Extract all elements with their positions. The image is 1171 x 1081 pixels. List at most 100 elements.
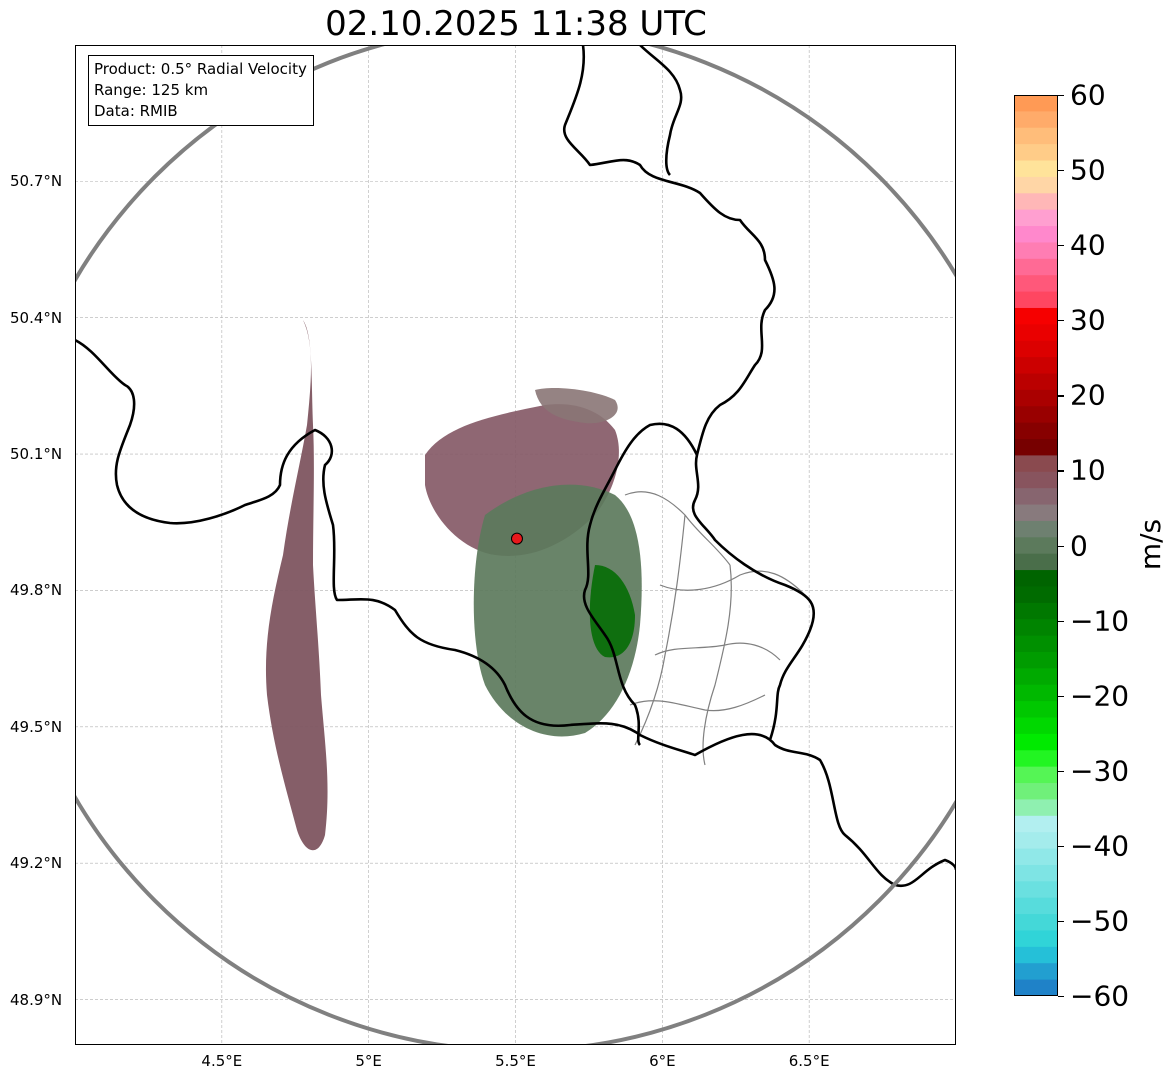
colorbar-segment-24 <box>1014 488 1058 506</box>
colorbar <box>1014 95 1058 996</box>
info-data-source: Data: RMIB <box>94 102 178 120</box>
radar-site-marker <box>510 532 523 545</box>
colorbar-tick-mark-0 <box>1058 95 1064 97</box>
colorbar-segment-40 <box>1014 750 1058 768</box>
colorbar-tick-label-3: 30 <box>1070 303 1106 337</box>
colorbar-segment-3 <box>1014 144 1058 162</box>
lat-tick-label-4: 49.5°N <box>10 717 63 736</box>
colorbar-tick-mark-2 <box>1058 245 1064 247</box>
colorbar-units-label: m/s <box>1134 518 1168 570</box>
colorbar-segment-50 <box>1014 914 1058 932</box>
colorbar-segment-22 <box>1014 455 1058 473</box>
colorbar-segment-0 <box>1014 95 1058 112</box>
colorbar-tick-label-2: 40 <box>1070 228 1106 262</box>
colorbar-segment-34 <box>1014 651 1058 669</box>
colorbar-tick-mark-4 <box>1058 395 1064 397</box>
lon-tick-label-2: 5.5°E <box>495 1052 536 1070</box>
colorbar-segment-27 <box>1014 537 1058 555</box>
colorbar-segment-6 <box>1014 193 1058 211</box>
colorbar-tick-mark-8 <box>1058 695 1064 697</box>
lat-tick-label-3: 49.8°N <box>10 581 63 600</box>
colorbar-tick-label-8: −20 <box>1070 679 1130 713</box>
colorbar-segment-11 <box>1014 275 1058 293</box>
colorbar-segment-12 <box>1014 291 1058 309</box>
colorbar-segment-4 <box>1014 160 1058 178</box>
colorbar-segment-45 <box>1014 832 1058 850</box>
colorbar-segment-14 <box>1014 324 1058 342</box>
colorbar-tick-mark-9 <box>1058 770 1064 772</box>
colorbar-segment-38 <box>1014 717 1058 735</box>
admin-borders <box>624 491 806 766</box>
colorbar-segment-54 <box>1014 979 1058 996</box>
colorbar-segment-5 <box>1014 176 1058 194</box>
lon-tick-label-3: 6°E <box>649 1052 676 1070</box>
colorbar-tick-label-5: 10 <box>1070 453 1106 487</box>
colorbar-segment-25 <box>1014 504 1058 522</box>
colorbar-tick-label-9: −30 <box>1070 754 1130 788</box>
colorbar-segment-10 <box>1014 258 1058 276</box>
colorbar-segment-21 <box>1014 439 1058 456</box>
colorbar-tick-label-10: −40 <box>1070 829 1130 863</box>
radar-map <box>75 45 956 1045</box>
lon-tick-label-1: 5°E <box>355 1052 382 1070</box>
colorbar-tick-label-7: −10 <box>1070 604 1130 638</box>
colorbar-segment-53 <box>1014 963 1058 981</box>
colorbar-segment-48 <box>1014 881 1058 899</box>
colorbar-segment-41 <box>1014 766 1058 784</box>
colorbar-tick-mark-7 <box>1058 620 1064 622</box>
colorbar-segment-37 <box>1014 701 1058 719</box>
colorbar-tick-mark-10 <box>1058 845 1064 848</box>
lat-tick-label-5: 49.2°N <box>10 854 63 873</box>
colorbar-segment-2 <box>1014 127 1058 145</box>
colorbar-segment-29 <box>1014 570 1058 588</box>
colorbar-segment-35 <box>1014 668 1058 686</box>
colorbar-segment-43 <box>1014 799 1058 817</box>
colorbar-segment-39 <box>1014 733 1058 751</box>
info-product: Product: 0.5° Radial Velocity <box>94 60 307 78</box>
colorbar-tick-label-11: −50 <box>1070 904 1130 938</box>
lat-tick-label-0: 50.7°N <box>10 172 63 191</box>
colorbar-segment-26 <box>1014 520 1058 538</box>
colorbar-tick-label-12: −60 <box>1070 979 1130 1013</box>
country-borders <box>75 45 956 888</box>
colorbar-tick-label-6: 0 <box>1070 529 1088 562</box>
colorbar-segment-8 <box>1014 226 1058 244</box>
lat-tick-label-1: 50.4°N <box>10 308 63 327</box>
colorbar-segment-23 <box>1014 471 1058 489</box>
colorbar-segment-33 <box>1014 635 1058 653</box>
colorbar-tick-label-4: 20 <box>1070 378 1106 412</box>
colorbar-segment-1 <box>1014 111 1058 129</box>
colorbar-frame <box>1014 95 1058 996</box>
colorbar-tick-label-0: 60 <box>1070 78 1106 112</box>
colorbar-segment-13 <box>1014 307 1058 325</box>
colorbar-segment-30 <box>1014 586 1058 604</box>
lon-tick-label-4: 6.5°E <box>788 1052 830 1070</box>
colorbar-segment-42 <box>1014 783 1058 801</box>
colorbar-segment-20 <box>1014 422 1058 440</box>
colorbar-segment-9 <box>1014 242 1058 260</box>
colorbar-tick-mark-11 <box>1058 920 1064 923</box>
colorbar-segment-49 <box>1014 897 1058 915</box>
colorbar-tick-mark-1 <box>1058 170 1064 172</box>
colorbar-segment-19 <box>1014 406 1058 424</box>
velocity-echo-central-outbound <box>473 484 642 737</box>
lon-tick-label-0: 4.5°E <box>201 1052 243 1070</box>
plot-title: 02.10.2025 11:38 UTC <box>325 4 707 44</box>
colorbar-segment-18 <box>1014 389 1058 407</box>
lat-tick-label-2: 50.1°N <box>10 445 63 464</box>
colorbar-segment-52 <box>1014 946 1058 964</box>
lat-tick-label-6: 48.9°N <box>10 990 63 1009</box>
colorbar-segment-28 <box>1014 553 1058 571</box>
velocity-echo-west-band <box>265 320 328 851</box>
colorbar-tick-mark-3 <box>1058 320 1064 322</box>
colorbar-segment-51 <box>1014 930 1058 948</box>
colorbar-tick-mark-5 <box>1058 470 1064 472</box>
colorbar-segment-47 <box>1014 864 1058 882</box>
colorbar-segment-16 <box>1014 357 1058 375</box>
colorbar-segment-7 <box>1014 209 1058 227</box>
info-range: Range: 125 km <box>94 81 209 99</box>
colorbar-segment-32 <box>1014 619 1058 637</box>
colorbar-tick-mark-6 <box>1058 545 1064 547</box>
colorbar-tick-label-1: 50 <box>1070 153 1106 187</box>
colorbar-segment-31 <box>1014 602 1058 620</box>
